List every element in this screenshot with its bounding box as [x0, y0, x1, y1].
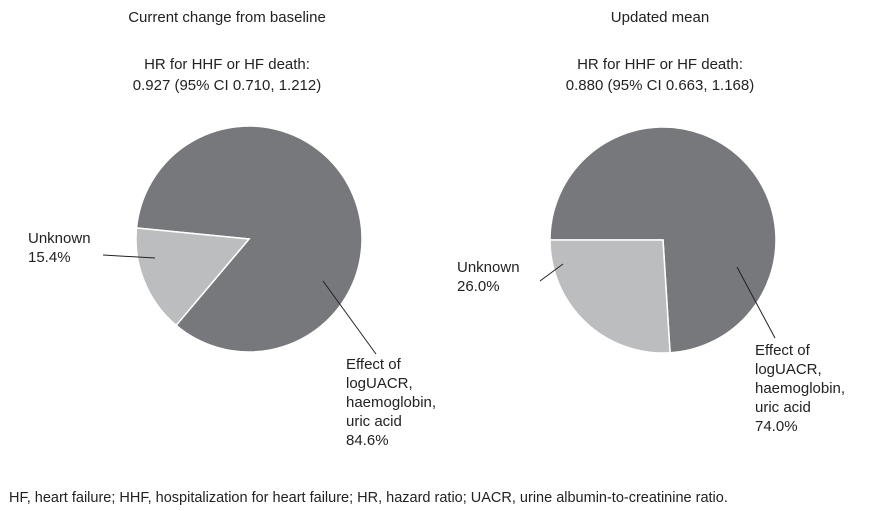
slice-category: Unknown: [457, 259, 520, 276]
leader-line: [102, 254, 156, 259]
chart-subtitle: HR for HHF or HF death:: [577, 56, 743, 73]
leader-line: [322, 280, 377, 355]
slice-value-label: 74.0%: [755, 418, 798, 435]
slice-value-label: 84.6%: [346, 432, 389, 449]
leader-line: [736, 266, 776, 339]
chart-title: Current change from baseline: [128, 9, 326, 26]
slice-label: Unknown 26.0%: [457, 258, 520, 296]
footnote: HF, heart failure; HHF, hospitalization …: [9, 490, 728, 506]
chart-subtitle: 0.880 (95% CI 0.663, 1.168): [566, 77, 754, 94]
slice-category: Unknown: [28, 230, 91, 247]
pie-slice: [135, 227, 251, 327]
slice-category: Effect of logUACR, haemoglobin, uric aci…: [346, 356, 437, 430]
chart-subtitle: 0.927 (95% CI 0.710, 1.212): [133, 77, 321, 94]
pie-slice: [549, 239, 671, 354]
chart-title: Updated mean: [611, 9, 709, 26]
slice-value-label: 26.0%: [457, 278, 500, 295]
slice-label: Unknown 15.4%: [28, 229, 91, 267]
slice-category: Effect of logUACR, haemoglobin, uric aci…: [755, 342, 846, 416]
leader-line: [539, 263, 564, 282]
slice-value-label: 15.4%: [28, 249, 71, 266]
slice-label: Effect of logUACR, haemoglobin, uric aci…: [346, 355, 436, 450]
chart-subtitle: HR for HHF or HF death:: [144, 56, 310, 73]
slice-label: Effect of logUACR, haemoglobin, uric aci…: [755, 341, 845, 436]
